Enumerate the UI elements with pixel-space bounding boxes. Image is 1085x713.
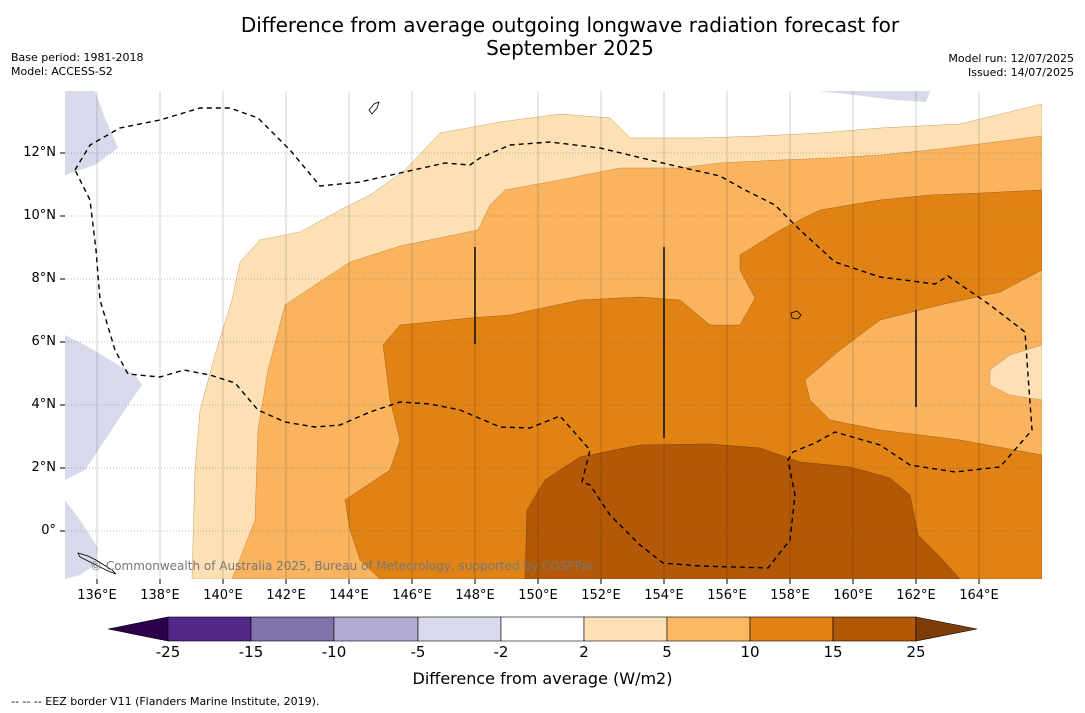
olr-anomaly-contours [65,91,1042,579]
lon-label: 140°E [203,588,243,603]
colorbar-tick-label: -15 [238,643,264,661]
negative-anomaly-w [65,335,142,480]
colorbar-tick-label: 5 [662,643,672,661]
lat-label: 10°N [23,208,56,223]
meta-left: Base period: 1981-2018 Model: ACCESS-S2 [11,51,143,79]
lon-label: 146°E [392,588,432,603]
colorbar-segment [167,616,252,642]
colorbar-segment [666,616,751,642]
map-tick-marks [60,152,980,584]
lon-label: 162°E [896,588,936,603]
colorbar-segment [417,616,502,642]
colorbar-tick-label: -10 [321,643,347,661]
colorbar-title: Difference from average (W/m2) [412,669,673,688]
model-text: Model: ACCESS-S2 [11,65,113,78]
colorbar-extend-low [107,616,169,642]
chart-title-line2: September 2025 [486,36,654,60]
lon-label: 144°E [329,588,369,603]
meta-right: Model run: 12/07/2025 Issued: 14/07/2025 [948,52,1074,80]
colorbar-tick-label: -25 [155,643,181,661]
lon-label: 156°E [707,588,747,603]
lon-label: 142°E [266,588,306,603]
lat-label: 2°N [31,460,57,475]
colorbar-extend-high [915,616,978,642]
model-run-text: Model run: 12/07/2025 [948,52,1074,65]
contour-2-to-5-east [989,344,1042,401]
colorbar-tick-label: -5 [410,643,426,661]
colorbar-tick-label: -2 [493,643,509,661]
issued-text: Issued: 14/07/2025 [967,66,1074,79]
map-plot-area [60,91,1042,584]
lon-label: 154°E [644,588,684,603]
lat-label: 12°N [23,145,56,160]
colorbar-tick-label: 15 [823,643,843,661]
colorbar-tick-label: 2 [579,643,589,661]
colorbar-segment [583,616,668,642]
base-period-text: Base period: 1981-2018 [11,51,144,64]
lon-label: 136°E [77,588,117,603]
colorbar [107,616,978,642]
colorbar-tick-label: 25 [906,643,926,661]
lon-label: 148°E [455,588,495,603]
negative-anomaly-sw [65,500,98,579]
lon-label: 138°E [140,588,180,603]
colorbar-segment [832,616,917,642]
lon-label: 152°E [581,588,621,603]
lat-label: 6°N [31,334,57,349]
contour-15-to-25 [524,443,961,579]
map-gridlines [65,91,1042,579]
island-outline [790,310,802,320]
copyright-text: © Commonwealth of Australia 2025, Bureau… [90,559,596,573]
lat-label: 4°N [31,397,57,412]
chart-title-line1: Difference from average outgoing longwav… [240,13,900,37]
lon-label: 160°E [833,588,873,603]
lat-label: 0° [41,523,56,538]
lon-label: 158°E [770,588,810,603]
island-outline [77,552,117,575]
colorbar-segment [500,616,585,642]
lon-label: 150°E [518,588,558,603]
lat-label: 8°N [31,271,57,286]
eez-legend-footer: -- -- -- EEZ border V11 (Flanders Marine… [11,695,320,708]
colorbar-segment [749,616,834,642]
negative-anomaly-n [818,91,930,102]
island-outline [368,101,380,115]
colorbar-tick-label: 10 [740,643,760,661]
colorbar-segment [333,616,419,642]
colorbar-segment [250,616,335,642]
negative-anomaly-nw [65,91,118,175]
lon-label: 164°E [959,588,999,603]
chart-title: Difference from average outgoing longwav… [170,14,970,60]
